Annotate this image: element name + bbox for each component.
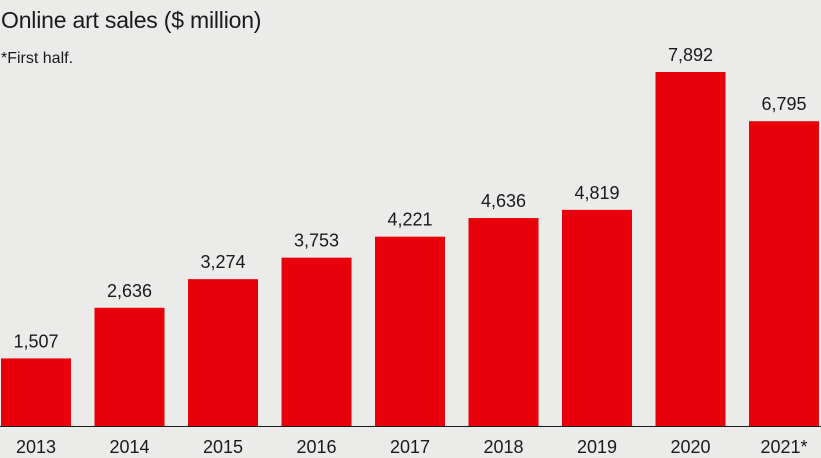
bar-2019 bbox=[562, 209, 632, 426]
value-label-2014: 2,636 bbox=[107, 281, 152, 301]
value-label-2013: 1,507 bbox=[13, 331, 58, 351]
x-tick-label-2021: 2021* bbox=[760, 437, 807, 457]
bar-2021 bbox=[749, 121, 819, 426]
value-label-2021: 6,795 bbox=[761, 94, 806, 114]
value-label-2015: 3,274 bbox=[200, 252, 245, 272]
bar-2018 bbox=[468, 218, 539, 426]
x-tick-label-2013: 2013 bbox=[16, 437, 56, 457]
value-labels-group: 1,507 2,636 3,274 3,753 4,221 4,636 4,819 7,892… bbox=[13, 45, 806, 351]
x-tick-label-2018: 2018 bbox=[483, 437, 523, 457]
x-tick-labels-group: 2013 2014 2015 2016 2017 2018 2019 2020 2021* bbox=[16, 437, 808, 457]
chart-note: *First half. bbox=[1, 50, 74, 67]
bar-2014 bbox=[94, 307, 165, 426]
x-tick-label-2014: 2014 bbox=[109, 437, 149, 457]
chart-title: Online art sales ($ million) bbox=[1, 7, 262, 33]
bar-2015 bbox=[188, 279, 258, 426]
x-tick-label-2017: 2017 bbox=[390, 437, 430, 457]
bar-2013 bbox=[1, 358, 71, 426]
value-label-2016: 3,753 bbox=[294, 231, 339, 251]
x-tick-label-2019: 2019 bbox=[577, 437, 617, 457]
x-tick-label-2020: 2020 bbox=[670, 437, 710, 457]
bar-2017 bbox=[375, 236, 445, 426]
x-tick-label-2015: 2015 bbox=[203, 437, 243, 457]
bar-2020 bbox=[655, 72, 726, 426]
value-label-2019: 4,819 bbox=[574, 183, 619, 203]
bar-2016 bbox=[281, 257, 352, 426]
value-label-2020: 7,892 bbox=[668, 45, 713, 65]
value-label-2017: 4,221 bbox=[387, 210, 432, 230]
value-label-2018: 4,636 bbox=[481, 191, 526, 211]
x-tick-label-2016: 2016 bbox=[296, 437, 336, 457]
bars-group bbox=[1, 72, 819, 426]
